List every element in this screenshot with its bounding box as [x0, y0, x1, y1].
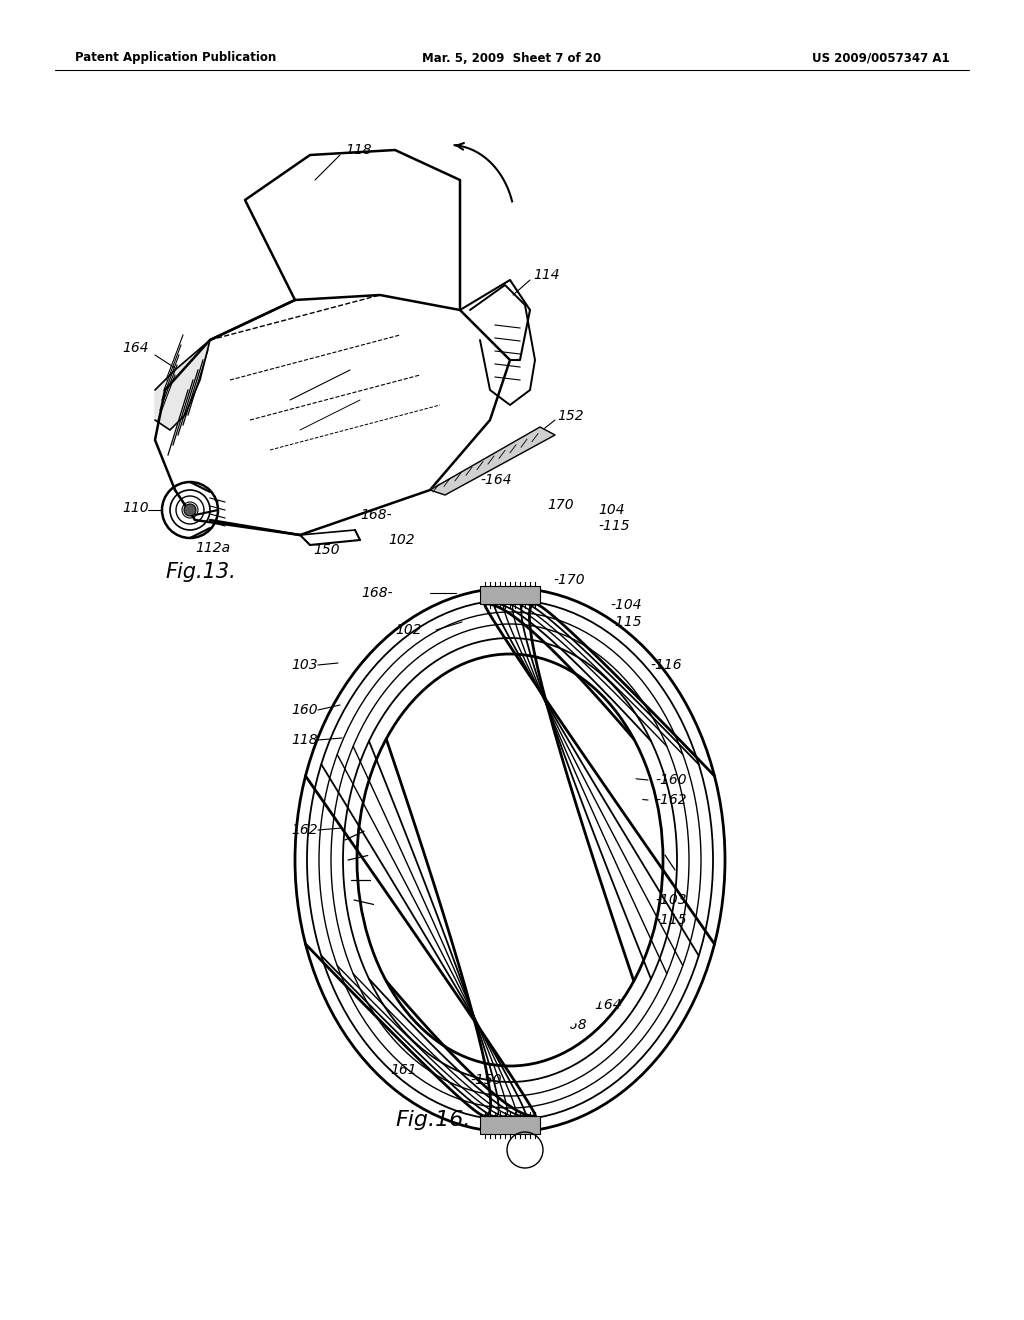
Text: 170: 170 [547, 498, 573, 512]
Text: -115: -115 [610, 615, 642, 630]
Text: 114: 114 [534, 268, 560, 282]
Ellipse shape [360, 660, 660, 1060]
Text: -162: -162 [655, 793, 687, 807]
Text: US 2009/0057347 A1: US 2009/0057347 A1 [812, 51, 950, 65]
Text: 161: 161 [390, 1063, 417, 1077]
Text: 162: 162 [292, 822, 318, 837]
Text: 102: 102 [388, 533, 415, 546]
Text: -164: -164 [480, 473, 512, 487]
Text: Mar. 5, 2009  Sheet 7 of 20: Mar. 5, 2009 Sheet 7 of 20 [423, 51, 601, 65]
Text: 118: 118 [292, 733, 318, 747]
Text: 168-: 168- [360, 508, 392, 521]
Bar [480, 1115, 540, 1134]
Polygon shape [155, 341, 210, 430]
Text: 168-: 168- [361, 586, 393, 601]
Circle shape [184, 504, 196, 516]
Text: 164: 164 [122, 341, 148, 355]
Text: -115: -115 [598, 519, 630, 533]
Ellipse shape [370, 675, 650, 1045]
Text: -164: -164 [590, 998, 622, 1012]
Text: -170: -170 [553, 573, 585, 587]
Text: 103: 103 [292, 657, 318, 672]
Text: -104: -104 [610, 598, 642, 612]
Text: 112a: 112a [195, 541, 230, 554]
Text: 110: 110 [122, 502, 148, 515]
Text: -115: -115 [655, 913, 687, 927]
Text: Fig.16.: Fig.16. [395, 1110, 470, 1130]
Text: 104: 104 [598, 503, 625, 517]
Bar [480, 586, 540, 605]
Text: Patent Application Publication: Patent Application Publication [75, 51, 276, 65]
Text: 114: 114 [490, 847, 519, 862]
Text: 160: 160 [292, 704, 318, 717]
Text: 102: 102 [395, 623, 422, 638]
Text: Fig.13.: Fig.13. [165, 562, 236, 582]
Polygon shape [430, 426, 555, 495]
Text: 152: 152 [557, 409, 584, 422]
Text: -160: -160 [655, 774, 687, 787]
Text: 150: 150 [313, 543, 340, 557]
Text: -150: -150 [470, 1073, 502, 1086]
Text: -103: -103 [655, 894, 687, 907]
Text: 118: 118 [345, 143, 372, 157]
Text: -168: -168 [555, 1018, 587, 1032]
Text: -116: -116 [650, 657, 682, 672]
